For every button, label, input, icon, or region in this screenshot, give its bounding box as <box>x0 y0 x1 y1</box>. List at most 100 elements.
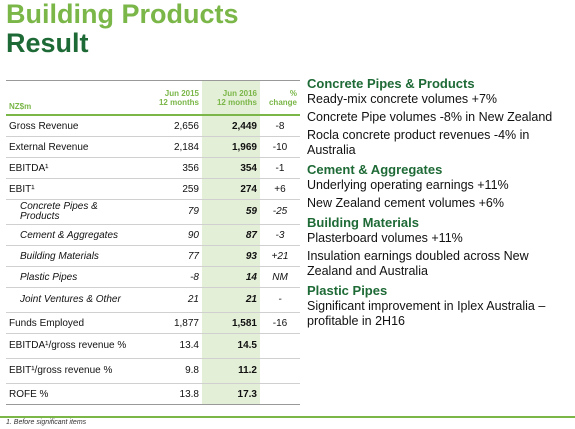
unit-header: NZ$m <box>6 80 140 116</box>
change: +6 <box>260 178 300 200</box>
value-2015: 356 <box>140 157 202 179</box>
section-heading: Plastic Pipes <box>307 283 388 298</box>
header-line: % <box>289 88 297 98</box>
value-2016: 14.5 <box>202 333 260 359</box>
value-2016: 17.3 <box>202 383 260 405</box>
section-item: Significant improvement in Iplex Austral… <box>307 299 546 328</box>
row-label: EBIT¹ <box>6 178 140 200</box>
value-2015: 9.8 <box>140 358 202 384</box>
value-2015: 13.4 <box>140 333 202 359</box>
value-2016: 1,969 <box>202 136 260 158</box>
change: -10 <box>260 136 300 158</box>
value-2016: 21 <box>202 287 260 313</box>
header-line: Jun 2016 <box>222 88 257 98</box>
header-line: 12 months <box>158 97 199 107</box>
value-2015: 21 <box>140 287 202 313</box>
row-label: Concrete Pipes & Products <box>6 199 140 225</box>
table-row: EBIT¹/gross revenue % 9.8 11.2 <box>6 358 300 384</box>
change: -1 <box>260 157 300 179</box>
value-2016: 93 <box>202 245 260 267</box>
title: Building Products Result <box>6 0 239 58</box>
value-2015: 2,184 <box>140 136 202 158</box>
section-item: Rocla concrete product revenues -4% in A… <box>307 128 530 157</box>
section-item: Plasterboard volumes +11% <box>307 231 463 245</box>
table-row: Concrete Pipes & Products 79 59 -25 <box>6 199 300 225</box>
change: - <box>260 287 300 313</box>
header-line: Jun 2015 <box>164 88 199 98</box>
commentary: Concrete Pipes & Products Ready-mix concr… <box>307 76 571 333</box>
column-header: Jun 2016 12 months <box>202 80 260 116</box>
header-line: change <box>268 97 297 107</box>
results-table: NZ$m Jun 2015 12 months Jun 2016 12 months% c… <box>6 80 300 405</box>
row-label: External Revenue <box>6 136 140 158</box>
table-row: EBITDA¹/gross revenue % 13.4 14.5 <box>6 333 300 359</box>
value-2015: 1,877 <box>140 312 202 334</box>
table-row: Funds Employed 1,877 1,581 -16 <box>6 312 300 334</box>
table-row: Joint Ventures & Other 21 21- <box>6 287 300 313</box>
section: Cement & Aggregates Underlying operating … <box>307 162 571 211</box>
row-label: Cement & Aggregates <box>6 224 140 246</box>
table-row: Building Materials 77 93 +21 <box>6 245 300 267</box>
value-2015: 259 <box>140 178 202 200</box>
section-item: Insulation earnings doubled across New Z… <box>307 249 529 278</box>
section-heading: Cement & Aggregates <box>307 162 443 177</box>
row-label: Building Materials <box>6 245 140 267</box>
value-2015: 90 <box>140 224 202 246</box>
value-2016: 14 <box>202 266 260 288</box>
change: -8 <box>260 115 300 137</box>
section-heading: Concrete Pipes & Products <box>307 76 475 91</box>
section: Concrete Pipes & Products Ready-mix concr… <box>307 76 571 158</box>
change <box>260 333 300 359</box>
value-2015: 13.8 <box>140 383 202 405</box>
section-item: Concrete Pipe volumes -8% in New Zealand <box>307 110 553 124</box>
section-item: Ready-mix concrete volumes +7% <box>307 92 498 106</box>
section: Plastic Pipes Significant improvement in … <box>307 283 571 329</box>
section-item: New Zealand cement volumes +6% <box>307 196 504 210</box>
section: Building Materials Plasterboard volumes +… <box>307 215 571 279</box>
column-header: % change <box>260 80 300 116</box>
value-2015: 2,656 <box>140 115 202 137</box>
value-2015: -8 <box>140 266 202 288</box>
change <box>260 358 300 384</box>
table-row: EBIT¹ 259 274 +6 <box>6 178 300 200</box>
table-row: Gross Revenue 2,656 2,449 -8 <box>6 115 300 137</box>
row-label: ROFE % <box>6 383 140 405</box>
row-label: Funds Employed <box>6 312 140 334</box>
table-row: EBITDA¹ 356 354 -1 <box>6 157 300 179</box>
row-label: Plastic Pipes <box>6 266 140 288</box>
table-body: Gross Revenue 2,656 2,449 -8 External Revenu… <box>6 115 300 405</box>
value-2016: 87 <box>202 224 260 246</box>
section-heading: Building Materials <box>307 215 419 230</box>
row-label: Joint Ventures & Other <box>6 287 140 313</box>
value-2016: 1,581 <box>202 312 260 334</box>
value-2016: 354 <box>202 157 260 179</box>
value-2015: 77 <box>140 245 202 267</box>
title-line: Result <box>6 28 89 58</box>
row-label: EBITDA¹/gross revenue % <box>6 333 140 359</box>
change: +21 <box>260 245 300 267</box>
table-row: Plastic Pipes -8 14 NM <box>6 266 300 288</box>
value-2016: 11.2 <box>202 358 260 384</box>
column-header: Jun 2015 12 months <box>140 80 202 116</box>
footnote: 1. Before significant items <box>6 419 87 426</box>
change <box>260 383 300 405</box>
row-label: EBITDA¹ <box>6 157 140 179</box>
row-label: Gross Revenue <box>6 115 140 137</box>
table-row: External Revenue 2,184 1,969 -10 <box>6 136 300 158</box>
header-line: 12 months <box>216 97 257 107</box>
header-row: NZ$m Jun 2015 12 months Jun 2016 12 months% c… <box>6 80 300 116</box>
change: -25 <box>260 199 300 225</box>
section-item: Underlying operating earnings +11% <box>307 178 509 192</box>
footer-rule <box>0 416 575 418</box>
change: -3 <box>260 224 300 246</box>
value-2015: 79 <box>140 199 202 225</box>
value-2016: 274 <box>202 178 260 200</box>
change: -16 <box>260 312 300 334</box>
value-2016: 2,449 <box>202 115 260 137</box>
change: NM <box>260 266 300 288</box>
value-2016: 59 <box>202 199 260 225</box>
table-row: ROFE % 13.8 17.3 <box>6 383 300 405</box>
table-row: Cement & Aggregates 90 87 -3 <box>6 224 300 246</box>
title-line: Building Products <box>6 0 239 29</box>
